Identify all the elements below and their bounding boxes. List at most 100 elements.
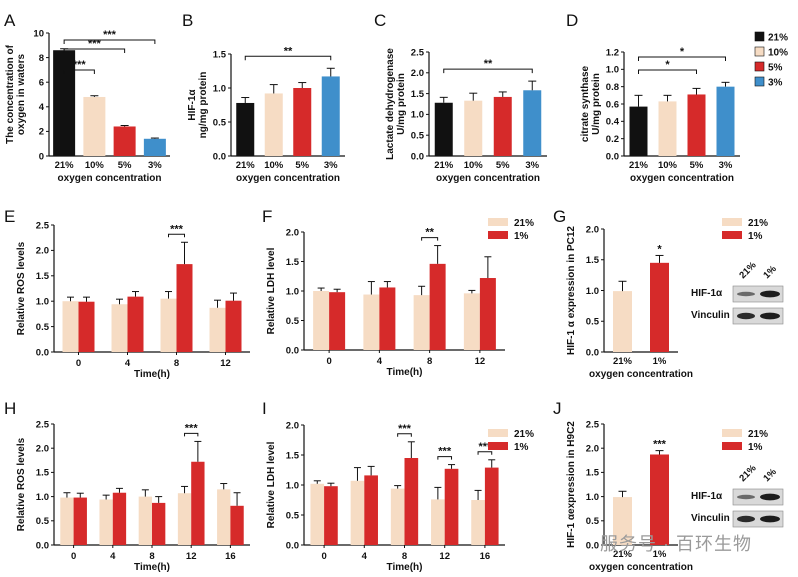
- blot-row-label: Vinculin: [691, 513, 730, 524]
- significance-stars: **: [284, 45, 293, 57]
- x-tick-label: 16: [480, 551, 491, 562]
- panel-label: J: [553, 399, 562, 418]
- legend-label: 1%: [514, 231, 529, 242]
- legend-swatch: [754, 46, 765, 57]
- legend-swatch: [754, 31, 765, 42]
- y-tick-label: 8: [39, 53, 44, 64]
- y-tick-label: 0.2: [606, 134, 619, 145]
- y-tick-label: 0.5: [586, 317, 600, 328]
- bar: [152, 502, 166, 545]
- significance-bracket: [421, 237, 439, 241]
- bar: [83, 96, 106, 156]
- blot-lane-label: 1%: [761, 466, 779, 484]
- bar: [464, 100, 483, 156]
- y-tick-label: 1.5: [286, 257, 300, 268]
- x-tick-label: 3%: [148, 160, 162, 171]
- bar: [523, 90, 542, 156]
- significance-stars: ***: [438, 446, 452, 458]
- bar: [350, 480, 365, 545]
- legend-label: 21%: [514, 429, 534, 440]
- legend-label: 5%: [768, 63, 783, 74]
- y-tick-label: 0.0: [286, 345, 299, 356]
- x-tick-label: 4: [125, 358, 131, 369]
- x-tick-label: 1%: [653, 356, 667, 367]
- bar: [293, 88, 312, 156]
- blot-lane-label: 1%: [761, 263, 779, 281]
- y-tick-label: 0.0: [586, 347, 599, 358]
- bar: [99, 499, 113, 545]
- x-tick-label: 8: [427, 356, 432, 367]
- western-blot-g: 21% 1% HIF-1α Vinculin: [691, 260, 784, 325]
- y-tick-label: 1.0: [36, 492, 49, 503]
- y-tick-label: 1.5: [586, 255, 600, 266]
- significance-stars: ***: [653, 439, 667, 451]
- blot-strip: [732, 488, 784, 506]
- bar: [463, 293, 480, 350]
- y-tick-label: 0: [39, 151, 44, 162]
- bar: [629, 106, 648, 156]
- legend-label: 1%: [748, 442, 763, 453]
- x-axis-title: Time(h): [134, 369, 170, 380]
- y-tick-label: 2.0: [286, 420, 299, 431]
- panel-label: A: [4, 11, 16, 30]
- x-tick-label: 21%: [55, 160, 75, 171]
- bar: [363, 294, 380, 350]
- blot-band: [760, 515, 780, 523]
- blot-strip: [732, 307, 784, 325]
- panel-label: G: [553, 207, 566, 226]
- y-tick-label: 1.0: [213, 83, 226, 94]
- y-axis-title: HIF-1 α expression in PC12: [566, 226, 577, 355]
- x-tick-label: 21%: [613, 356, 633, 367]
- significance-bracket: [397, 433, 412, 437]
- legend-e: 21%1%: [488, 218, 534, 242]
- y-tick-label: 0.5: [286, 316, 300, 327]
- x-tick-label: 0: [321, 551, 326, 562]
- y-tick-label: 1.2: [606, 47, 619, 58]
- x-tick-label: 0: [71, 551, 76, 562]
- bar: [225, 300, 242, 352]
- x-axis-title: oxygen concentration: [589, 369, 693, 380]
- panel-a: A 0 2 4 6 8 10 The concentration of oxygen in wa…: [4, 11, 170, 184]
- bar: [209, 307, 226, 352]
- blot-band: [737, 291, 755, 297]
- y-tick-label: 0.5: [36, 516, 50, 527]
- y-tick-label: 0.6: [606, 99, 619, 110]
- x-tick-label: 8: [402, 551, 407, 562]
- x-tick-label: 12: [186, 551, 197, 562]
- y-tick-label: 0.5: [286, 510, 300, 521]
- bar: [479, 278, 496, 350]
- x-tick-label: 21%: [613, 549, 633, 560]
- y-tick-label: 1.5: [36, 468, 50, 479]
- legend-label: 21%: [768, 33, 788, 44]
- y-tick-label: 0.5: [213, 117, 227, 128]
- legend-label: 10%: [768, 48, 788, 59]
- y-tick-label: 2.5: [36, 419, 50, 430]
- bar: [230, 505, 244, 545]
- x-tick-label: 12: [475, 356, 486, 367]
- y-axis-title: U/mg protein: [396, 73, 407, 135]
- y-tick-label: 2.0: [36, 444, 49, 455]
- y-tick-label: 1.5: [286, 450, 300, 461]
- x-tick-label: 8: [149, 551, 154, 562]
- bar: [658, 101, 677, 156]
- legend-swatch: [488, 218, 508, 226]
- legend-top: 21% 10% 5% 3%: [754, 31, 788, 89]
- x-tick-label: 12: [439, 551, 450, 562]
- y-axis-title: Relative LDH level: [266, 247, 277, 334]
- bar: [177, 493, 192, 545]
- bar: [310, 483, 325, 545]
- bar: [112, 492, 127, 545]
- bar: [613, 291, 632, 352]
- bar: [390, 488, 405, 545]
- blot-lane-label: 21%: [737, 260, 759, 282]
- y-tick-label: 1.0: [36, 297, 49, 308]
- panel-label: B: [182, 11, 193, 30]
- panel-f: F 0.0 0.5 1.0 1.5 2.0 Relative LDH level Time(h…: [262, 207, 505, 378]
- bar: [324, 486, 338, 545]
- x-tick-label: 4: [110, 551, 116, 562]
- y-tick-label: 2.0: [36, 246, 49, 257]
- bar: [364, 475, 378, 545]
- bar: [484, 467, 499, 545]
- bar: [160, 298, 177, 352]
- bar: [650, 262, 669, 352]
